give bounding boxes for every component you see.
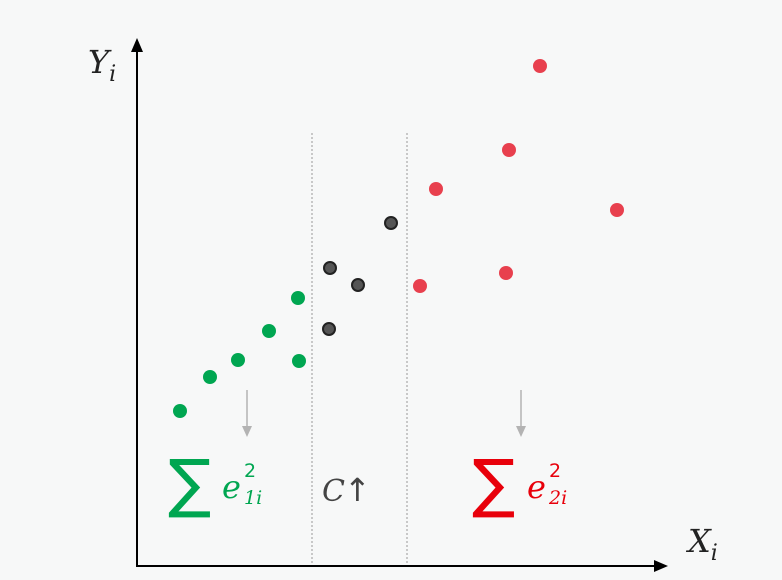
right-point-5 [499, 266, 513, 280]
left-sum-sub: 1i [244, 487, 262, 509]
right-sum-base: e [527, 468, 546, 506]
middle-point-3 [384, 216, 398, 230]
right-point-6 [413, 279, 427, 293]
x-axis-arrowhead [654, 560, 668, 572]
right-point-1 [533, 59, 547, 73]
left-point-4 [262, 324, 276, 338]
left-sum-sup: 2 [244, 460, 256, 482]
axes [131, 38, 668, 572]
left-point-3 [231, 353, 245, 367]
right-point-3 [429, 182, 443, 196]
left-point-1 [173, 404, 187, 418]
middle-label-text: C [322, 474, 345, 509]
y-axis-label-sub: i [109, 62, 116, 87]
right-sum-symbol: ∑ [472, 447, 515, 521]
left-sum-symbol: ∑ [168, 447, 211, 521]
middle-point-1 [323, 261, 337, 275]
left-down-arrow [242, 390, 252, 437]
x-axis-label: Xi [685, 522, 718, 566]
left-point-2 [203, 370, 217, 384]
right-point-4 [610, 203, 624, 217]
left-point-6 [292, 354, 306, 368]
y-axis-label-base: Y [88, 43, 112, 81]
x-axis-label-base: X [685, 522, 712, 560]
left-sum-base: e [222, 468, 241, 506]
middle-point-4 [322, 322, 336, 336]
middle-point-2 [351, 278, 365, 292]
up-arrow-icon: ↑ [344, 471, 371, 509]
x-axis-label-sub: i [711, 541, 718, 566]
y-axis-label: Yi [88, 43, 116, 87]
right-sum-label: ∑ e 2 2i [472, 447, 567, 521]
left-point-5 [291, 291, 305, 305]
y-axis-arrowhead [131, 38, 143, 52]
middle-label: C ↑ [322, 471, 371, 509]
right-point-2 [502, 143, 516, 157]
right-sum-sub: 2i [548, 487, 567, 509]
points-layer [173, 59, 624, 418]
right-down-arrow [516, 390, 526, 437]
left-sum-label: ∑ e 2 1i [168, 447, 262, 521]
right-sum-sup: 2 [549, 460, 561, 482]
